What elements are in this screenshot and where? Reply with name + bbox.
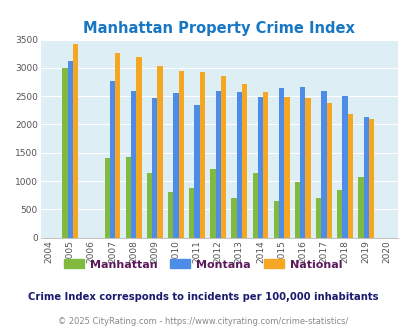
- Bar: [231, 198, 236, 238]
- Text: © 2025 CityRating.com - https://www.cityrating.com/crime-statistics/: © 2025 CityRating.com - https://www.city…: [58, 317, 347, 326]
- Bar: [273, 201, 278, 238]
- Bar: [157, 66, 162, 238]
- Bar: [315, 198, 320, 238]
- Bar: [67, 60, 72, 238]
- Bar: [257, 97, 262, 238]
- Bar: [278, 88, 284, 238]
- Text: Crime Index corresponds to incidents per 100,000 inhabitants: Crime Index corresponds to incidents per…: [28, 292, 377, 302]
- Bar: [241, 84, 247, 238]
- Bar: [178, 71, 183, 238]
- Bar: [236, 92, 241, 238]
- Bar: [210, 169, 215, 238]
- Bar: [104, 158, 110, 238]
- Bar: [347, 114, 352, 238]
- Bar: [262, 92, 268, 238]
- Bar: [189, 188, 194, 238]
- Bar: [110, 82, 115, 238]
- Bar: [72, 44, 78, 238]
- Bar: [136, 56, 141, 238]
- Bar: [199, 72, 205, 238]
- Bar: [305, 98, 310, 238]
- Bar: [126, 157, 131, 238]
- Title: Manhattan Property Crime Index: Manhattan Property Crime Index: [83, 21, 354, 36]
- Bar: [147, 173, 152, 238]
- Bar: [341, 96, 347, 238]
- Bar: [220, 76, 226, 238]
- Bar: [131, 90, 136, 238]
- Bar: [284, 97, 289, 238]
- Bar: [336, 190, 341, 238]
- Legend: Manhattan, Montana, National: Manhattan, Montana, National: [60, 255, 345, 274]
- Bar: [252, 173, 257, 238]
- Bar: [357, 177, 362, 238]
- Bar: [326, 103, 331, 238]
- Bar: [368, 119, 373, 238]
- Bar: [115, 53, 120, 238]
- Bar: [362, 116, 368, 238]
- Bar: [299, 86, 305, 238]
- Bar: [194, 105, 199, 238]
- Bar: [294, 182, 299, 238]
- Bar: [152, 98, 157, 238]
- Bar: [320, 90, 326, 238]
- Bar: [62, 68, 67, 238]
- Bar: [215, 90, 220, 238]
- Bar: [173, 93, 178, 238]
- Bar: [168, 192, 173, 238]
